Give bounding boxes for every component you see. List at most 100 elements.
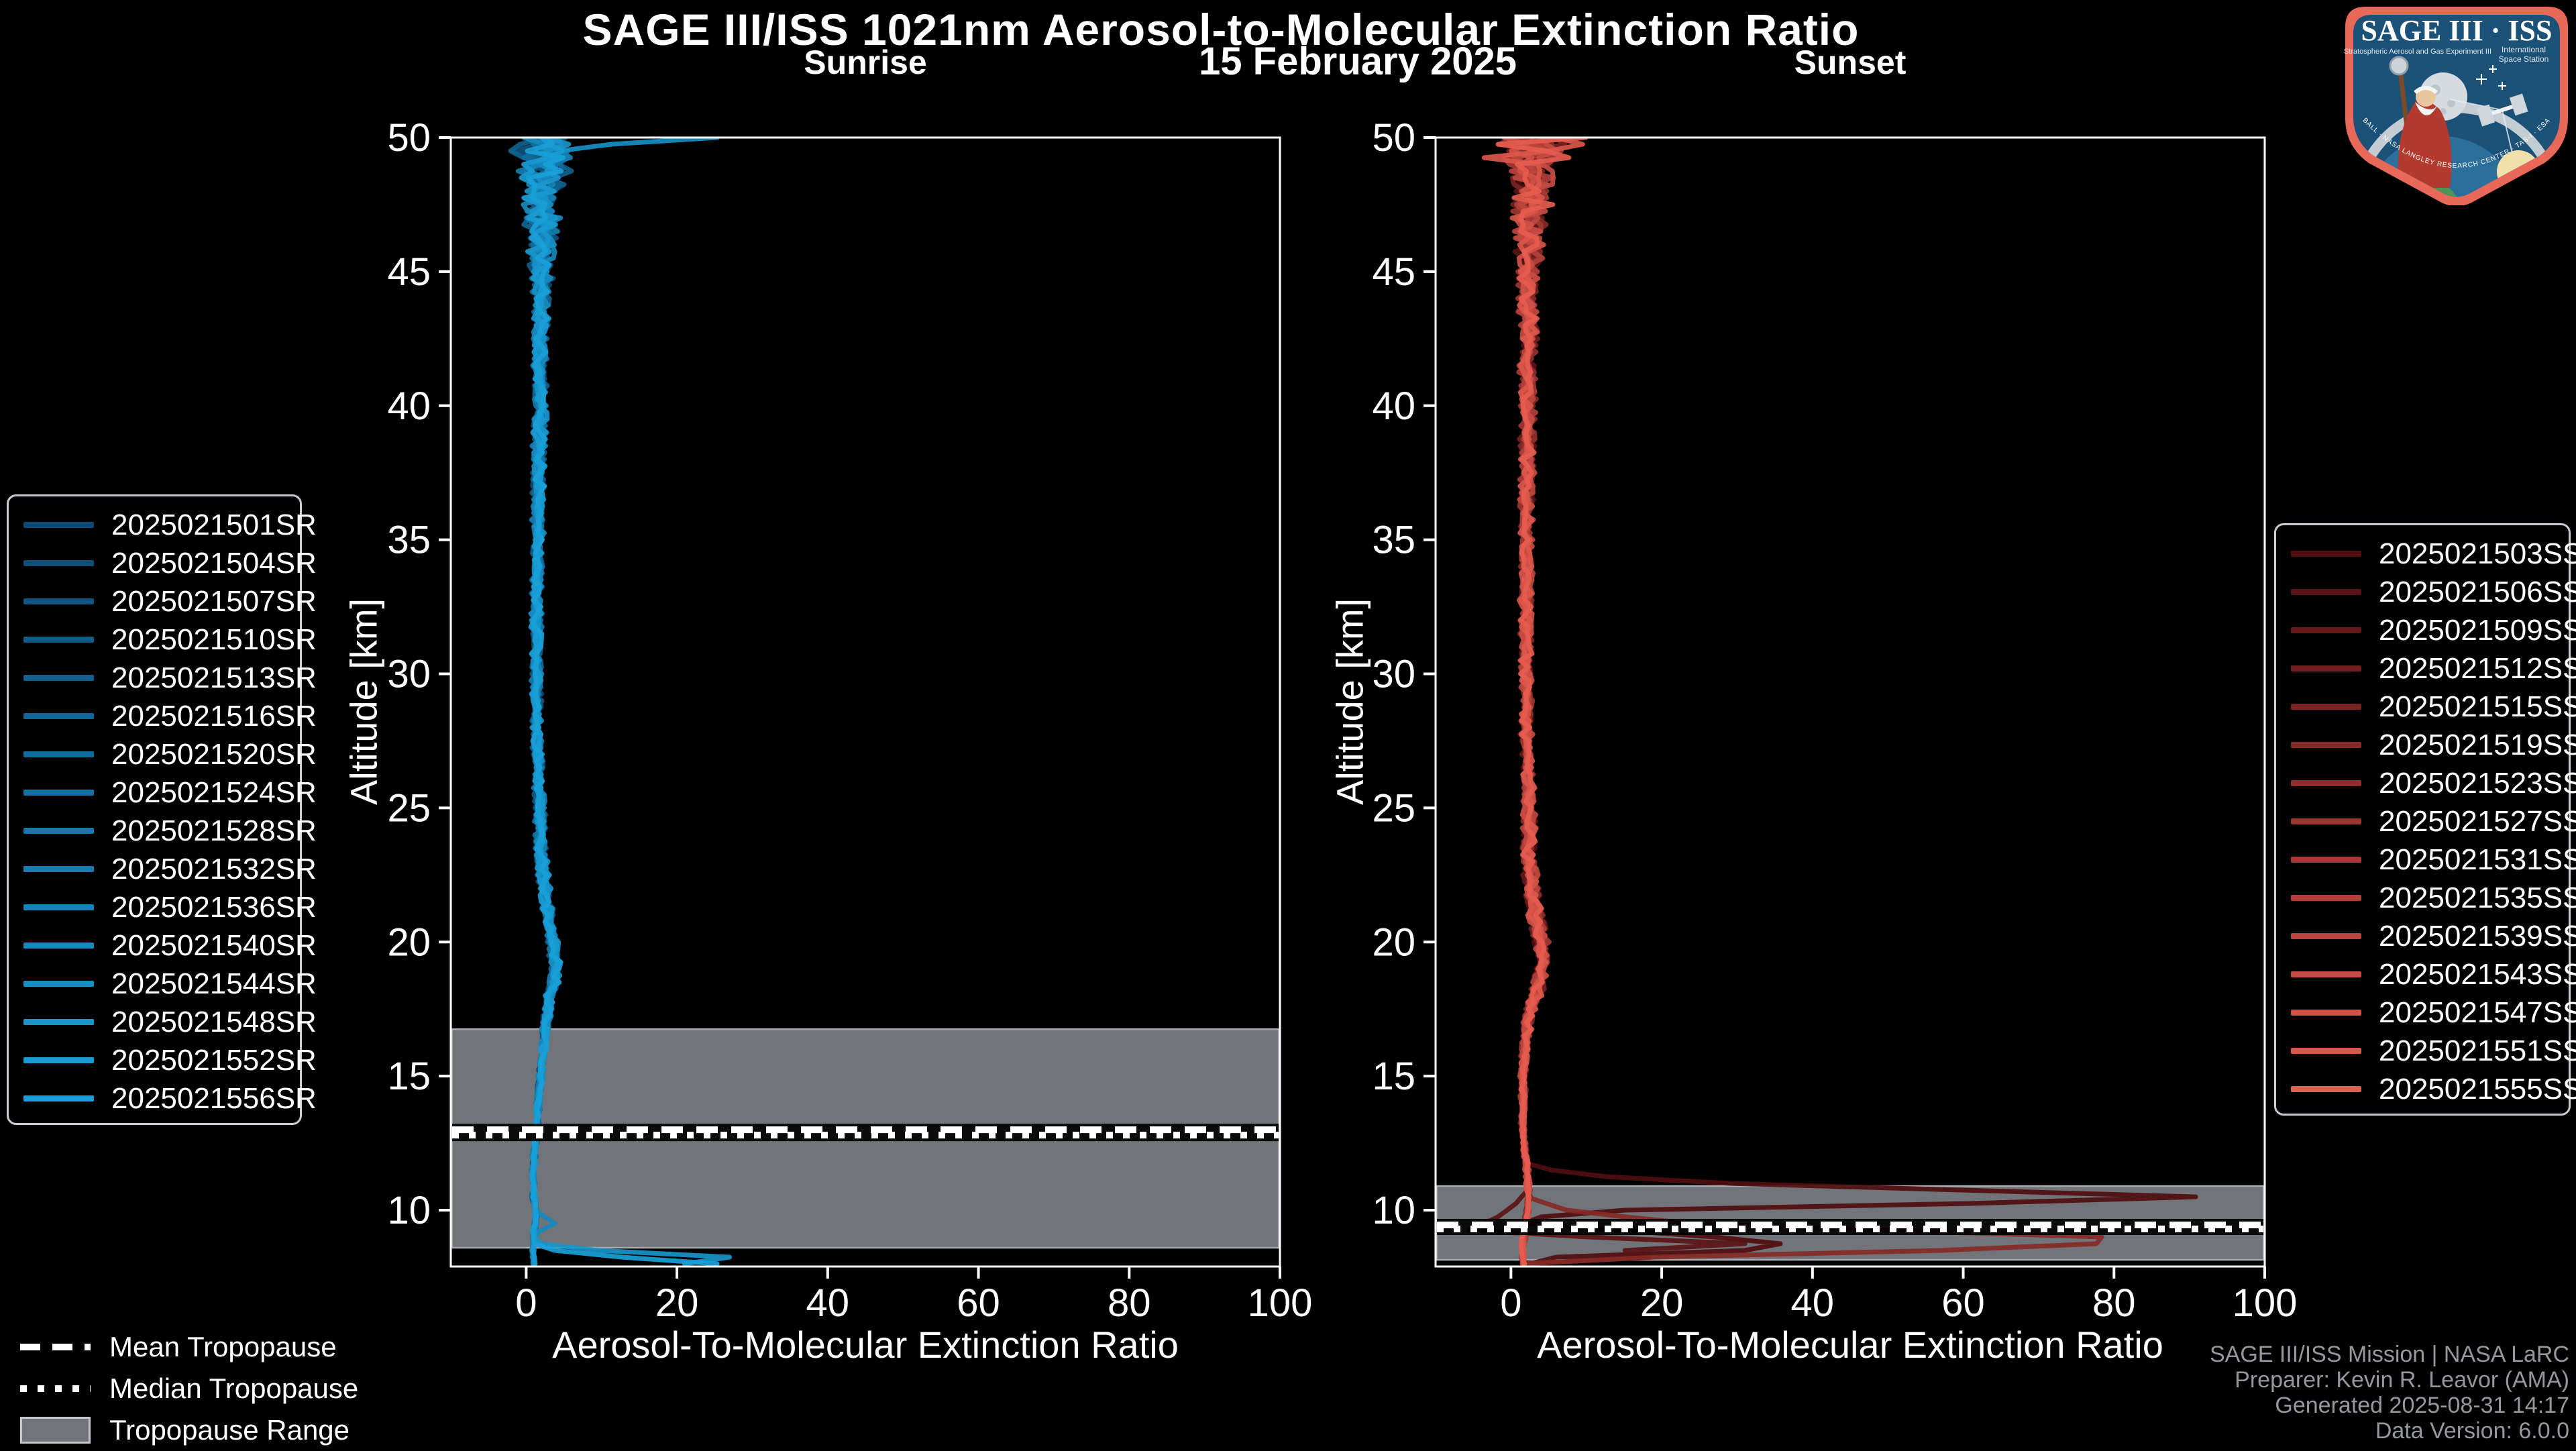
x-axis-label-sunset: Aerosol-To-Molecular Extinction Ratio (1537, 1324, 2163, 1366)
legend-line-swatch (23, 637, 94, 643)
legend-item-2025021539SS: 2025021539SS (2287, 917, 2576, 955)
legend-line-swatch (23, 866, 94, 872)
legend-line-swatch (2291, 665, 2361, 671)
x-tick-label: 100 (2233, 1281, 2298, 1325)
y-tick-label: 25 (387, 786, 431, 830)
legend-event-label: 2025021520SR (111, 737, 317, 771)
legend-line-swatch (23, 828, 94, 834)
x-tick-label: 100 (1248, 1281, 1313, 1325)
patch-subtitle-left: Stratospheric Aerosol and Gas Experiment… (2344, 48, 2491, 56)
legend-item-2025021501SR: 2025021501SR (19, 506, 317, 544)
legend-line-swatch (2291, 933, 2361, 939)
legend-line-swatch (2291, 818, 2361, 824)
legend-event-label: 2025021540SR (111, 928, 317, 962)
x-tick-label: 80 (1108, 1281, 1151, 1325)
legend-event-label: 2025021519SS (2379, 728, 2576, 761)
x-tick-label: 0 (1500, 1281, 1521, 1325)
y-tick-label: 45 (387, 250, 431, 294)
patch-subtitle-right2: Space Station (2499, 54, 2549, 64)
legend-line-swatch (2291, 1010, 2361, 1016)
legend-event-label: 2025021507SR (111, 584, 317, 618)
legend-line-swatch (23, 522, 94, 528)
y-tick-label: 40 (1372, 384, 1415, 428)
legend-item-2025021528SR: 2025021528SR (19, 812, 317, 850)
series-group (508, 138, 733, 1267)
legend-event-label: 2025021528SR (111, 814, 317, 847)
legend-line-swatch (23, 598, 94, 604)
legend-event-label: 2025021544SR (111, 967, 317, 1000)
median-tropopause-label: Median Tropopause (109, 1373, 359, 1404)
legend-event-label: 2025021527SS (2379, 804, 2576, 838)
legend-item-2025021555SS: 2025021555SS (2287, 1070, 2576, 1108)
legend-event-label: 2025021523SS (2379, 766, 2576, 800)
legend-line-swatch (23, 713, 94, 719)
footer-credits: SAGE III/ISS Mission | NASA LaRC Prepare… (2210, 1342, 2569, 1444)
legend-item-2025021535SS: 2025021535SS (2287, 879, 2576, 917)
legend-item-2025021507SR: 2025021507SR (19, 582, 317, 621)
legend-item-2025021532SR: 2025021532SR (19, 850, 317, 888)
dashed-line-icon (20, 1344, 91, 1350)
legend-event-label: 2025021551SS (2379, 1034, 2576, 1067)
tropopause-legend: Mean Tropopause Median Tropopause Tropop… (20, 1326, 358, 1451)
legend-event-label: 2025021531SS (2379, 843, 2576, 876)
legend-line-swatch (23, 904, 94, 910)
patch-title: SAGE III · ISS (2361, 14, 2553, 47)
legend-event-label: 2025021503SS (2379, 537, 2576, 570)
legend-item-2025021515SS: 2025021515SS (2287, 688, 2576, 726)
x-tick-label: 60 (957, 1281, 1000, 1325)
y-tick-label: 50 (387, 116, 431, 160)
legend-event-label: 2025021513SR (111, 661, 317, 694)
iss-icon (2476, 93, 2528, 127)
legend-item-2025021503SS: 2025021503SS (2287, 535, 2576, 573)
x-tick-label: 40 (1791, 1281, 1835, 1325)
y-tick-label: 45 (1372, 250, 1415, 294)
legend-item-median-tropopause: Median Tropopause (20, 1368, 358, 1409)
y-tick-label: 10 (387, 1189, 431, 1232)
legend-item-2025021506SS: 2025021506SS (2287, 573, 2576, 611)
legend-event-label: 2025021510SR (111, 623, 317, 656)
legend-line-swatch (2291, 1048, 2361, 1054)
legend-item-2025021536SR: 2025021536SR (19, 888, 317, 926)
legend-item-2025021520SR: 2025021520SR (19, 735, 317, 773)
legend-item-2025021556SR: 2025021556SR (19, 1079, 317, 1118)
legend-item-2025021519SS: 2025021519SS (2287, 726, 2576, 764)
legend-item-2025021513SR: 2025021513SR (19, 659, 317, 697)
legend-line-swatch (2291, 742, 2361, 748)
panel-title-sunrise: Sunrise (804, 44, 927, 81)
range-swatch-icon (20, 1417, 91, 1444)
legend-event-label: 2025021552SR (111, 1043, 317, 1077)
legend-item-2025021512SS: 2025021512SS (2287, 649, 2576, 688)
profile-line-2025021503SS (1515, 138, 2198, 1267)
y-tick-label: 15 (387, 1055, 431, 1098)
y-tick-label: 50 (1372, 116, 1415, 160)
legend-line-swatch (23, 751, 94, 757)
profile-line-2025021506SS (1466, 138, 1748, 1267)
y-tick-label: 10 (1372, 1189, 1415, 1232)
y-tick-label: 25 (1372, 786, 1415, 830)
legend-item-2025021524SR: 2025021524SR (19, 773, 317, 812)
legend-event-label: 2025021506SS (2379, 575, 2576, 608)
legend-event-label: 2025021555SS (2379, 1072, 2576, 1106)
series-group (1466, 138, 2198, 1267)
legend-event-label: 2025021536SR (111, 890, 317, 924)
legend-sunset-events: 2025021503SS 2025021506SS 2025021509SS 2025… (2274, 523, 2576, 1116)
legend-item-2025021531SS: 2025021531SS (2287, 841, 2576, 879)
legend-line-swatch (2291, 780, 2361, 786)
legend-event-label: 2025021509SS (2379, 613, 2576, 647)
legend-item-2025021548SR: 2025021548SR (19, 1003, 317, 1041)
x-tick-label: 20 (1640, 1281, 1684, 1325)
legend-line-swatch (23, 560, 94, 566)
legend-item-2025021527SS: 2025021527SS (2287, 802, 2576, 841)
mean-tropopause-label: Mean Tropopause (109, 1331, 337, 1362)
legend-item-2025021504SR: 2025021504SR (19, 544, 317, 582)
legend-item-2025021552SR: 2025021552SR (19, 1041, 317, 1079)
legend-item-2025021551SS: 2025021551SS (2287, 1032, 2576, 1070)
profile-line-2025021555SS (1495, 138, 1589, 1267)
legend-event-label: 2025021516SR (111, 699, 317, 733)
x-axis-label-sunrise: Aerosol-To-Molecular Extinction Ratio (552, 1324, 1179, 1366)
y-tick-label: 40 (387, 384, 431, 428)
y-tick-label: 35 (387, 519, 431, 562)
legend-line-swatch (23, 675, 94, 681)
stars-icon (2476, 65, 2506, 90)
